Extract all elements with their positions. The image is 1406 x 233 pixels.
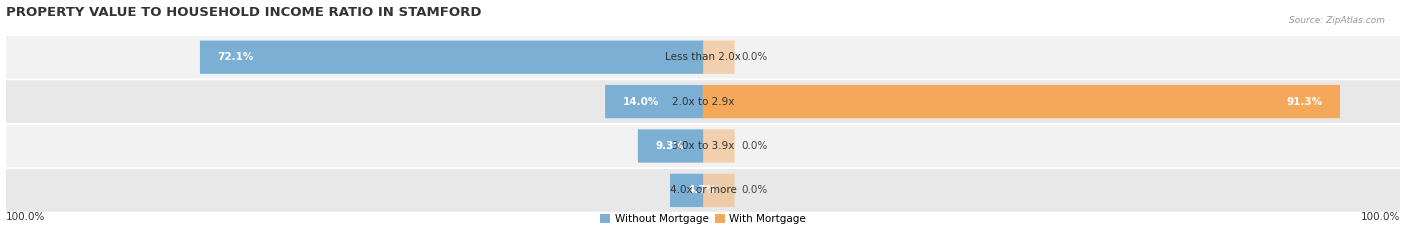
FancyBboxPatch shape xyxy=(6,169,1400,212)
FancyBboxPatch shape xyxy=(200,41,703,74)
Text: 9.3%: 9.3% xyxy=(655,141,685,151)
Text: 91.3%: 91.3% xyxy=(1286,97,1322,106)
FancyBboxPatch shape xyxy=(605,85,703,118)
Text: PROPERTY VALUE TO HOUSEHOLD INCOME RATIO IN STAMFORD: PROPERTY VALUE TO HOUSEHOLD INCOME RATIO… xyxy=(6,6,481,19)
Text: 0.0%: 0.0% xyxy=(741,185,768,195)
Text: 0.0%: 0.0% xyxy=(741,141,768,151)
FancyBboxPatch shape xyxy=(6,80,1400,123)
Text: Less than 2.0x: Less than 2.0x xyxy=(665,52,741,62)
Text: 2.0x to 2.9x: 2.0x to 2.9x xyxy=(672,97,734,106)
Text: 4.0x or more: 4.0x or more xyxy=(669,185,737,195)
FancyBboxPatch shape xyxy=(703,85,1340,118)
Text: 72.1%: 72.1% xyxy=(218,52,254,62)
FancyBboxPatch shape xyxy=(703,129,734,163)
FancyBboxPatch shape xyxy=(6,125,1400,167)
Text: Source: ZipAtlas.com: Source: ZipAtlas.com xyxy=(1289,16,1385,25)
Text: 14.0%: 14.0% xyxy=(623,97,659,106)
Text: 4.7%: 4.7% xyxy=(688,185,717,195)
Text: 100.0%: 100.0% xyxy=(1361,212,1400,222)
Text: 0.0%: 0.0% xyxy=(741,52,768,62)
FancyBboxPatch shape xyxy=(703,41,734,74)
Text: 3.0x to 3.9x: 3.0x to 3.9x xyxy=(672,141,734,151)
FancyBboxPatch shape xyxy=(638,129,703,163)
FancyBboxPatch shape xyxy=(703,174,734,207)
Text: 100.0%: 100.0% xyxy=(6,212,45,222)
FancyBboxPatch shape xyxy=(671,174,703,207)
FancyBboxPatch shape xyxy=(6,36,1400,79)
Legend: Without Mortgage, With Mortgage: Without Mortgage, With Mortgage xyxy=(596,210,810,229)
